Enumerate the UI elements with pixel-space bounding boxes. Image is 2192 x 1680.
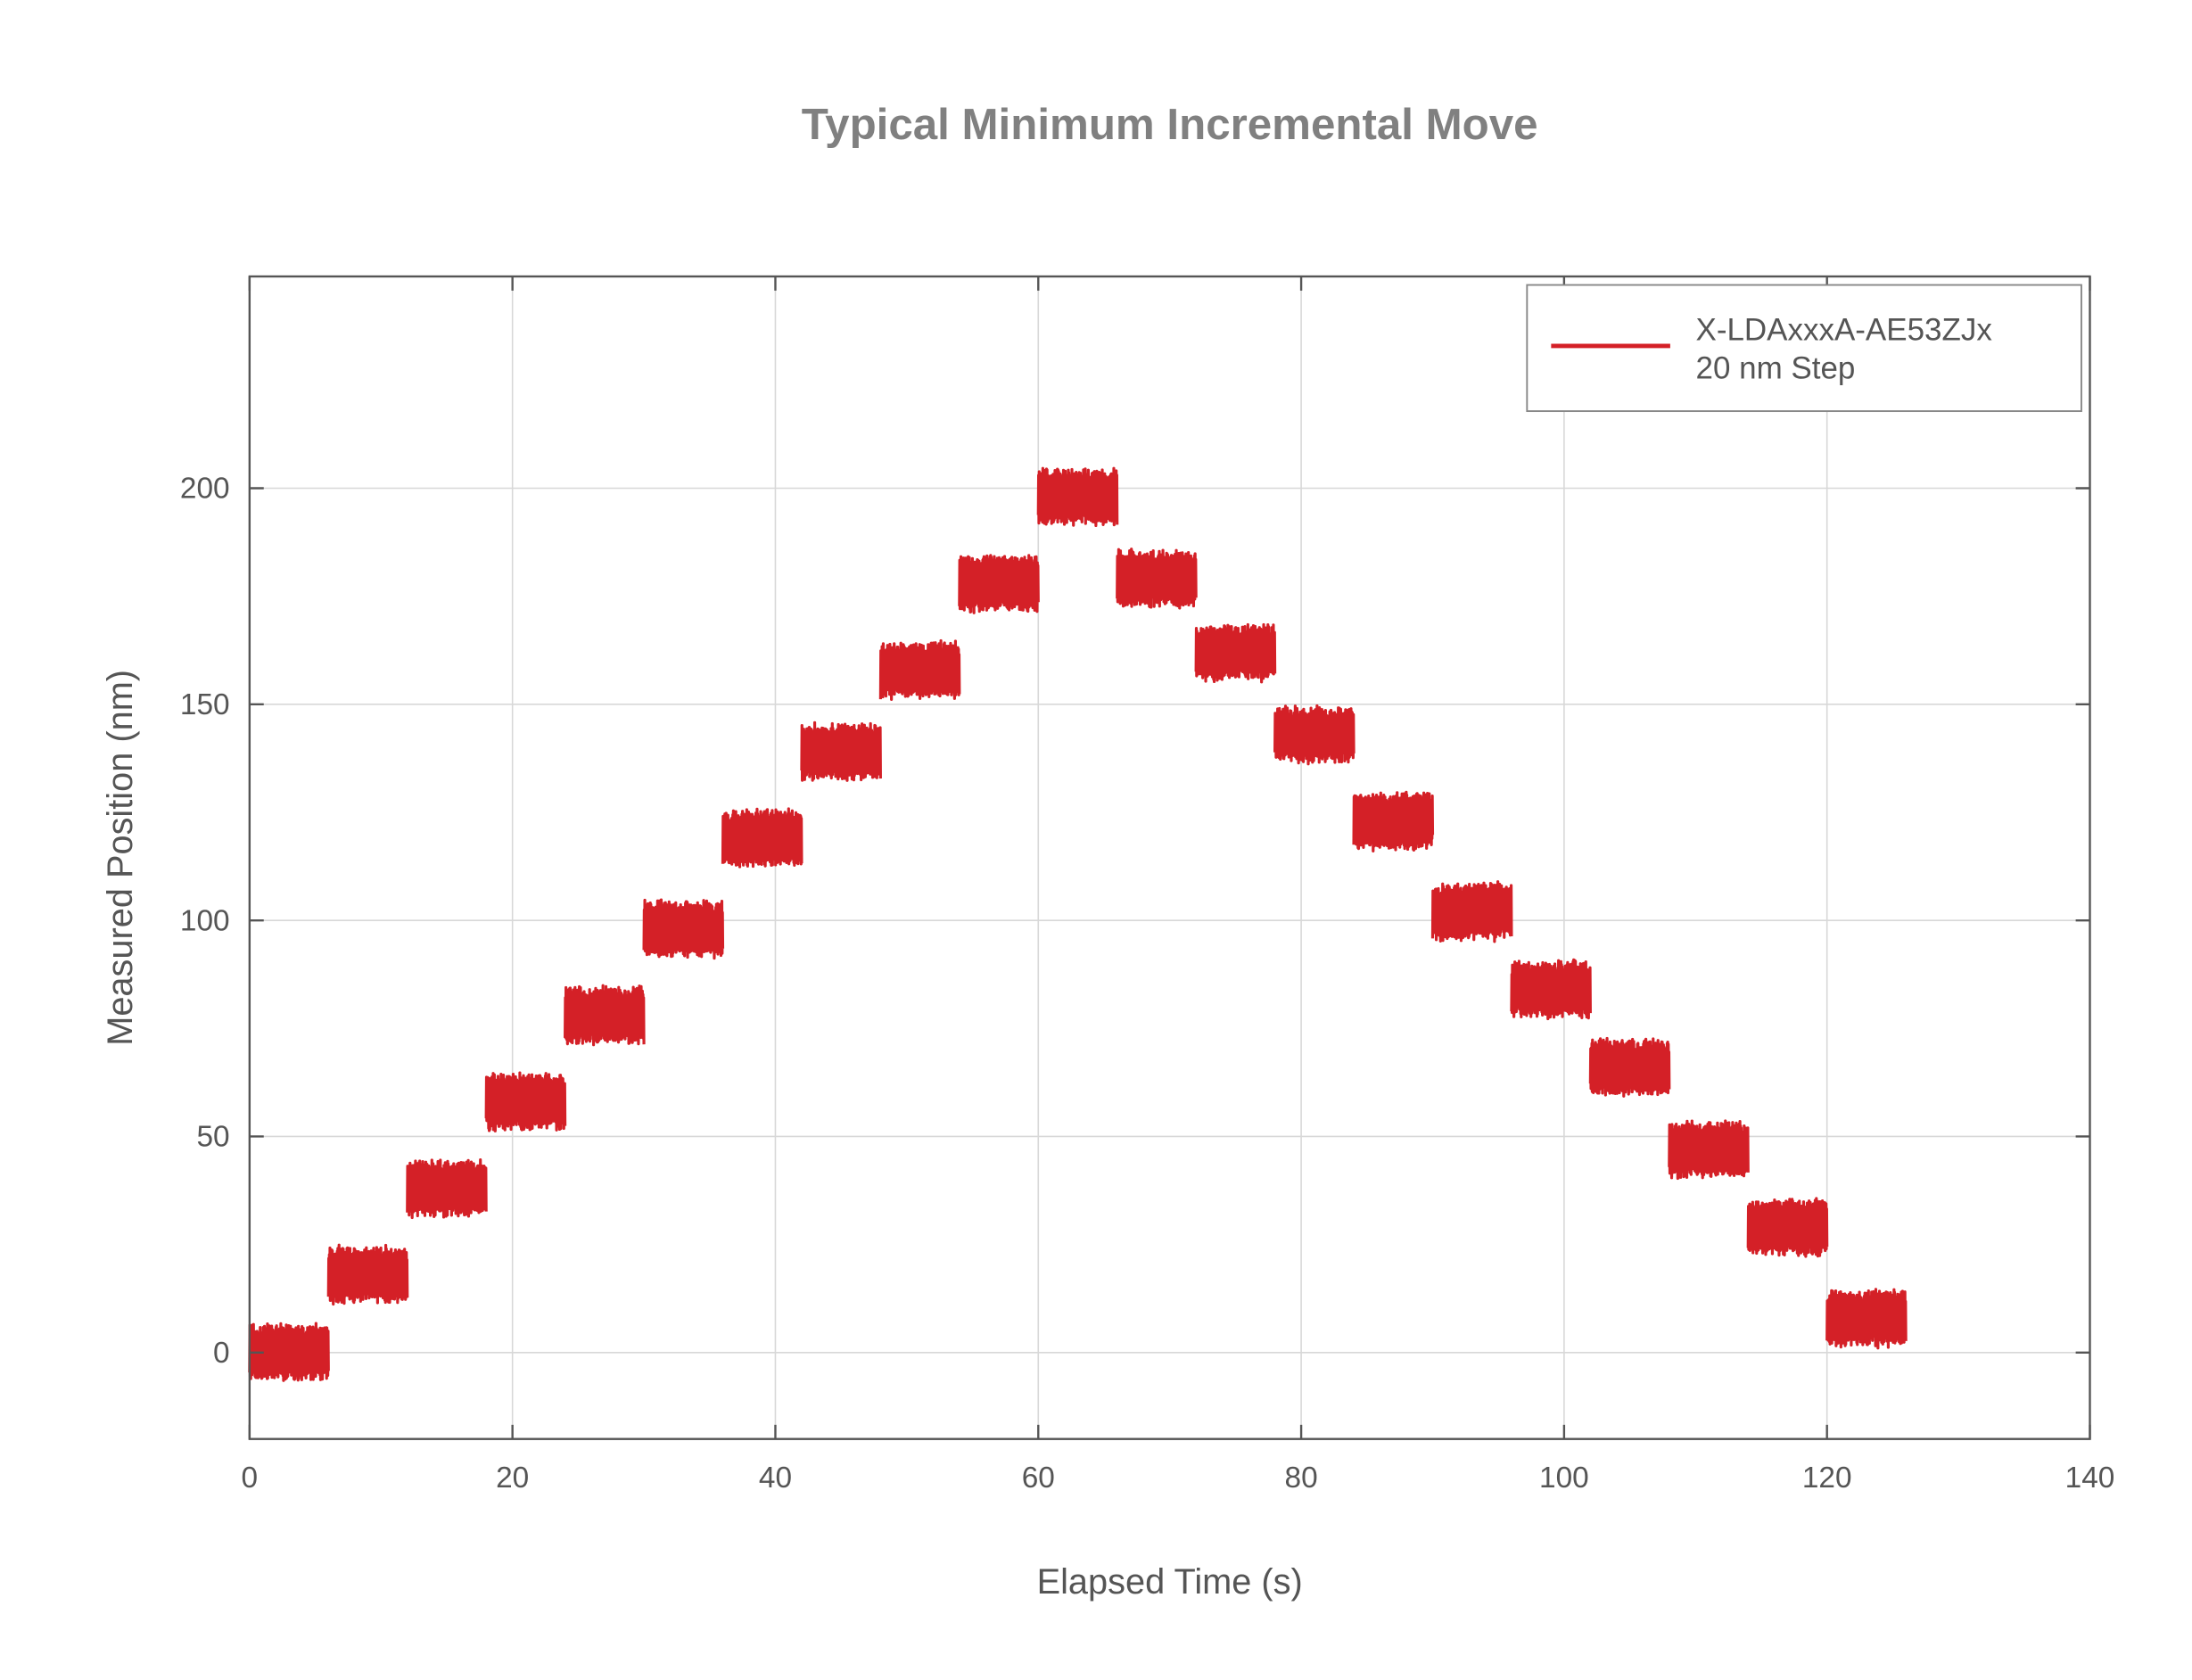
series-step-segment — [1746, 1197, 1829, 1258]
series-step-segment — [484, 1071, 567, 1132]
x-tick-label: 80 — [1285, 1462, 1318, 1495]
series-step-segment — [326, 1243, 409, 1306]
legend-label-line2: 20 nm Step — [1696, 350, 1856, 385]
series-step-segment — [1510, 958, 1592, 1021]
series-step-segment — [800, 721, 882, 782]
series-step-segment — [721, 807, 803, 869]
series-step-segment — [1194, 622, 1277, 684]
series-step-segment — [1668, 1119, 1750, 1181]
y-axis-label: Measured Position (nm) — [101, 670, 140, 1046]
x-tick-label: 40 — [759, 1462, 792, 1495]
chart-title: Typical Minimum Incremental Move — [802, 100, 1538, 149]
series-step-segment — [1825, 1288, 1908, 1350]
series-step-segment — [406, 1158, 488, 1220]
x-tick-label: 140 — [2065, 1462, 2115, 1495]
x-tick-label: 120 — [1802, 1462, 1852, 1495]
ticks: 0 20 40 60 80 100 120 140 0 50 100 150 200 — [180, 276, 2114, 1495]
series-layer — [248, 466, 1908, 1382]
y-tick-label: 200 — [180, 473, 230, 506]
series-step-segment — [564, 984, 646, 1047]
series-step-segment — [1430, 880, 1513, 943]
legend: X-LDAxxxA-AE53ZJx 20 nm Step — [1526, 284, 2082, 413]
series-step-segment — [1588, 1036, 1671, 1098]
series-step-segment — [1273, 704, 1356, 766]
y-tick-label: 100 — [180, 904, 230, 937]
series-step-segment — [878, 638, 961, 701]
series-step-segment — [1116, 548, 1198, 610]
x-axis-label: Elapsed Time (s) — [1037, 1562, 1303, 1602]
x-tick-label: 20 — [496, 1462, 529, 1495]
series-step-segment — [248, 1322, 330, 1382]
x-tick-label: 0 — [242, 1462, 259, 1495]
series-step-segment — [1352, 790, 1435, 852]
legend-label: X-LDAxxxA-AE53ZJx — [1696, 313, 1993, 348]
y-tick-label: 150 — [180, 688, 230, 721]
series-step-segment — [642, 898, 725, 960]
series-step-segment — [958, 554, 1040, 614]
y-tick-label: 0 — [213, 1337, 230, 1370]
plot-frame — [248, 275, 2091, 1440]
x-tick-label: 100 — [1539, 1462, 1589, 1495]
series-step-segment — [1036, 466, 1119, 528]
y-tick-label: 50 — [196, 1121, 229, 1154]
grid — [249, 276, 2091, 1439]
x-tick-label: 60 — [1022, 1462, 1055, 1495]
